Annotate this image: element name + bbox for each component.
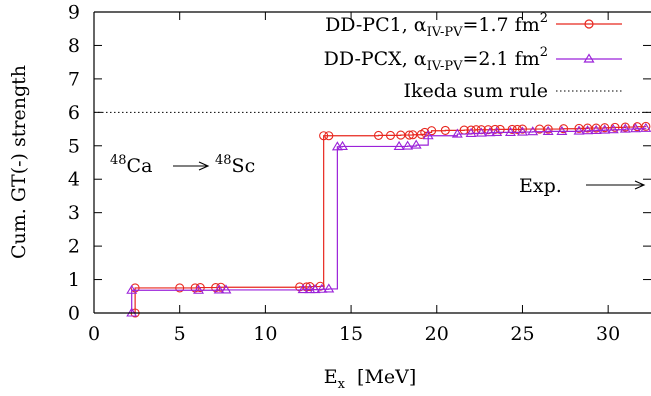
- legend-label-ikeda: Ikeda sum rule: [404, 80, 548, 102]
- data-point: [583, 123, 593, 133]
- y-tick-label: 6: [68, 102, 80, 124]
- data-point: [304, 284, 316, 294]
- data-point: [126, 307, 138, 317]
- data-point: [632, 122, 642, 132]
- svg-text:48Sc: 48Sc: [215, 153, 255, 177]
- data-point: [451, 128, 463, 138]
- data-point: [619, 123, 631, 133]
- data-point: [440, 125, 450, 135]
- legend-marker-dd-pcx: [583, 53, 595, 63]
- y-tick-label: 4: [68, 169, 80, 191]
- data-point: [316, 283, 328, 293]
- legend: DD-PC1, αIV-PV=1.7 fm2 DD-PCX, αIV-PV=2.…: [324, 11, 622, 102]
- experiment-label: Exp.: [519, 175, 562, 197]
- data-point: [297, 284, 309, 294]
- data-point: [559, 124, 569, 134]
- data-point: [404, 130, 414, 140]
- reaction-mass-right: 48: [215, 153, 232, 168]
- legend-label-dd-pc1: DD-PC1, αIV-PV=1.7 fm2: [325, 11, 548, 40]
- data-point: [573, 125, 585, 135]
- data-point: [517, 124, 528, 134]
- data-point: [385, 130, 396, 140]
- x-tick-label: 25: [510, 323, 534, 345]
- data-point: [484, 127, 496, 137]
- x-axis-title: Ex [MeV]: [324, 366, 417, 392]
- data-point: [582, 125, 594, 135]
- svg-text:48Ca: 48Ca: [110, 153, 152, 177]
- data-point: [175, 283, 185, 293]
- data-point: [640, 122, 651, 132]
- y-tick-label: 9: [68, 2, 80, 24]
- reaction-element-right: Sc: [232, 155, 256, 177]
- x-tick-label: 0: [88, 323, 100, 345]
- data-point: [319, 131, 329, 141]
- series-1: [126, 122, 651, 317]
- data-point: [610, 122, 620, 132]
- data-point: [590, 124, 602, 134]
- series-line-0: [134, 126, 647, 313]
- reaction-element-left: Ca: [127, 155, 153, 177]
- data-point: [600, 123, 610, 133]
- data-point: [556, 125, 568, 135]
- data-point: [324, 131, 334, 141]
- data-point: [599, 124, 611, 134]
- data-point: [402, 140, 414, 150]
- data-point: [410, 139, 422, 149]
- data-point: [504, 126, 516, 136]
- y-tick-label: 7: [68, 68, 80, 90]
- data-point: [373, 130, 384, 140]
- data-point: [126, 284, 138, 294]
- data-point: [527, 126, 539, 136]
- data-point: [542, 125, 554, 135]
- data-point: [475, 127, 487, 137]
- data-point: [507, 124, 517, 134]
- data-point: [195, 283, 205, 293]
- data-point: [483, 125, 493, 135]
- y-tick-label: 1: [68, 269, 80, 291]
- reaction-arrowhead: [198, 161, 210, 171]
- reaction-annotation: 48Ca 48Sc: [110, 153, 255, 177]
- experiment-arrowhead: [634, 180, 646, 190]
- data-point: [337, 140, 348, 150]
- data-point: [491, 126, 503, 136]
- legend-label-dd-pcx: DD-PCX, αIV-PV=2.1 fm2: [324, 45, 548, 74]
- x-tick-label: 10: [253, 323, 277, 345]
- data-point: [630, 123, 642, 133]
- data-point: [516, 126, 528, 136]
- x-tick-label: 15: [339, 323, 363, 345]
- data-point: [396, 130, 406, 140]
- data-point: [220, 284, 232, 294]
- y-tick-label: 5: [68, 135, 80, 157]
- data-point: [193, 284, 205, 294]
- y-axis-title: Cum. GT(-) strength: [8, 65, 30, 259]
- data-point: [607, 124, 619, 134]
- data-point: [393, 140, 405, 150]
- data-point: [591, 123, 601, 133]
- data-point: [422, 130, 434, 140]
- y-tick-label: 3: [68, 202, 80, 224]
- data-point: [323, 283, 335, 293]
- x-tick-label: 20: [425, 323, 449, 345]
- y-tick-label: 0: [68, 303, 80, 325]
- y-tick-label: 8: [68, 35, 80, 57]
- data-point: [574, 123, 584, 133]
- y-tick-label: 2: [68, 236, 80, 258]
- data-point: [641, 121, 651, 131]
- data-point: [543, 124, 553, 134]
- x-tick-label: 5: [174, 323, 186, 345]
- series-line-1: [131, 128, 647, 313]
- data-point: [620, 122, 630, 132]
- data-point: [427, 126, 437, 136]
- series-0: [130, 121, 651, 318]
- data-point: [309, 284, 321, 294]
- reaction-mass-left: 48: [110, 153, 127, 168]
- x-tick-label: 30: [596, 323, 620, 345]
- experiment-annotation: Exp.: [519, 175, 646, 197]
- data-point: [408, 130, 418, 140]
- data-point: [213, 284, 225, 294]
- data-point: [535, 124, 545, 134]
- legend-marker-dd-pc1: [584, 19, 594, 29]
- data-point: [465, 127, 477, 137]
